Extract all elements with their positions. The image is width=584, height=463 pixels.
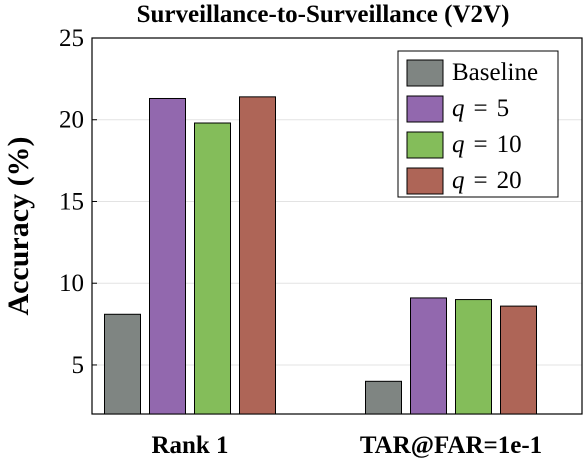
y-tick-label: 25 xyxy=(59,25,84,52)
legend-variable: q xyxy=(452,95,465,122)
bars xyxy=(104,96,537,415)
y-tick-label: 15 xyxy=(59,188,84,215)
legend-operator: = xyxy=(474,167,488,194)
legend-swatch xyxy=(406,59,444,87)
legend-value: 20 xyxy=(497,167,522,194)
plot-frame xyxy=(91,37,583,415)
legend: Baseline q = 5 q = 10 q = 20 xyxy=(397,50,559,198)
bar xyxy=(365,380,402,415)
bar xyxy=(194,122,231,415)
legend-swatch xyxy=(406,131,444,159)
legend-swatch xyxy=(406,167,444,195)
y-tick-label: 5 xyxy=(72,352,85,379)
bar xyxy=(410,297,447,415)
chart-title: Surveillance-to-Surveillance (V2V) xyxy=(137,1,510,28)
legend-label: q = 20 xyxy=(452,167,522,194)
legend-variable: q xyxy=(452,131,465,158)
legend-value: 5 xyxy=(497,95,510,122)
legend-label: q = 5 xyxy=(452,95,509,122)
bar xyxy=(149,97,186,415)
y-tick-label: 20 xyxy=(59,107,84,134)
x-axis-categories: Rank 1 TAR@FAR=1e-1 xyxy=(151,432,542,459)
legend-value: 10 xyxy=(497,131,522,158)
x-category-label: Rank 1 xyxy=(151,432,228,459)
bar xyxy=(104,313,141,415)
legend-label: Baseline xyxy=(452,59,538,86)
bar xyxy=(500,305,537,415)
legend-operator: = xyxy=(474,131,488,158)
x-category-label: TAR@FAR=1e-1 xyxy=(360,432,542,459)
y-axis-ticks: 5 10 15 20 25 xyxy=(59,25,97,379)
y-axis-label: Accuracy (%) xyxy=(2,136,35,315)
legend-swatch xyxy=(406,95,444,123)
legend-variable: q xyxy=(452,167,465,194)
bar xyxy=(455,299,492,415)
legend-operator: = xyxy=(474,95,488,122)
legend-label: q = 10 xyxy=(452,131,522,158)
bar xyxy=(239,96,276,415)
y-tick-label: 10 xyxy=(59,270,84,297)
